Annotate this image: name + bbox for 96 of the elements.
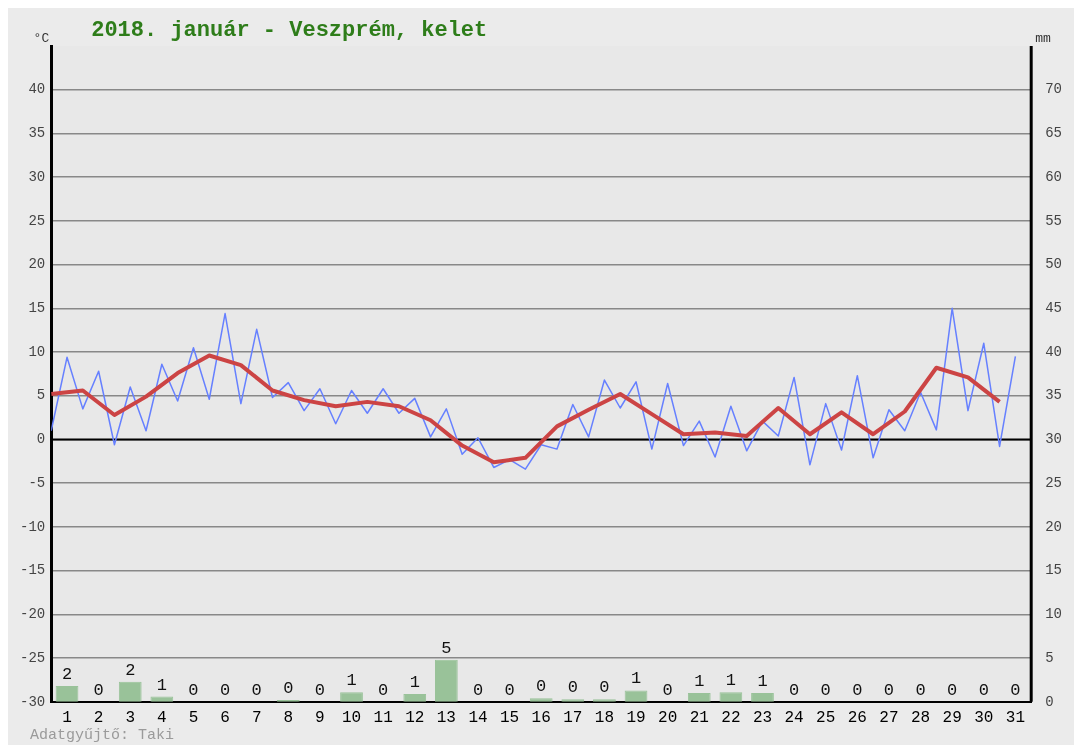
- y2-tick-label: 20: [1045, 518, 1063, 535]
- data-label: 2: [125, 660, 136, 680]
- x-tick-label: 16: [531, 708, 551, 727]
- y2-tick-label: 25: [1045, 474, 1063, 491]
- x-tick-label: 28: [910, 708, 931, 727]
- data-label: 0: [789, 680, 800, 700]
- y-tick-label: 5: [36, 387, 46, 404]
- y2-tick-label: 30: [1045, 431, 1063, 448]
- y-tick-label: -5: [28, 474, 46, 491]
- y-tick-label: -25: [19, 649, 46, 666]
- y-tick-label: 25: [28, 212, 46, 229]
- x-tick-label: 20: [658, 708, 678, 727]
- y2-tick-label: 50: [1045, 256, 1063, 273]
- data-label: 0: [599, 678, 610, 698]
- y-tick-label: 0: [36, 431, 46, 448]
- x-tick-label: 31: [1005, 708, 1025, 727]
- x-tick-label: 7: [251, 708, 262, 727]
- data-label: 0: [567, 678, 578, 698]
- x-tick-label: 29: [942, 708, 962, 727]
- x-tick-label: 6: [220, 708, 230, 727]
- x-tick-label: 25: [816, 708, 836, 727]
- x-tick-label: 19: [626, 708, 646, 727]
- x-tick-label: 14: [468, 708, 488, 727]
- y2-tick-label: 70: [1045, 81, 1063, 98]
- data-label: 0: [219, 680, 231, 700]
- y2-tick-label: 0: [1045, 693, 1054, 710]
- data-label: 0: [93, 680, 104, 700]
- data-label: 0: [283, 679, 294, 699]
- data-label: 0: [883, 680, 895, 700]
- y-tick-label: -10: [19, 518, 46, 535]
- data-label: 1: [725, 671, 736, 691]
- y-tick-label: -15: [19, 562, 46, 579]
- x-tick-label: 26: [847, 708, 867, 727]
- x-tick-label: 1: [62, 708, 72, 727]
- data-label: 1: [346, 671, 357, 691]
- y-tick-label: 15: [28, 300, 46, 317]
- y2-tick-label: 60: [1045, 168, 1063, 185]
- x-tick-label: 4: [157, 708, 167, 727]
- y-tick-label: -30: [19, 693, 46, 710]
- x-tick-label: 11: [373, 708, 393, 727]
- x-tick-label: 27: [879, 708, 899, 727]
- data-label: 2: [61, 665, 73, 685]
- y-tick-label: -20: [19, 606, 46, 623]
- data-label: 1: [409, 672, 420, 692]
- chart-title: 2018. január - Veszprém, kelet: [91, 18, 488, 43]
- y2-tick-label: 45: [1045, 300, 1063, 317]
- x-tick-label: 21: [689, 708, 709, 727]
- data-label: 0: [820, 680, 831, 700]
- x-tick-label: 2: [93, 708, 104, 727]
- x-tick-label: 22: [721, 708, 741, 727]
- text: Adatgyűjtő: Taki: [30, 727, 175, 745]
- y-axis-title: °C: [33, 30, 50, 46]
- data-label: 0: [314, 680, 326, 700]
- data-label: 0: [251, 680, 262, 700]
- x-tick-label: 12: [405, 708, 425, 727]
- y2-tick-label: 15: [1045, 562, 1063, 579]
- y-tick-label: 10: [28, 343, 46, 360]
- data-label: 0: [1010, 680, 1021, 700]
- data-label: 0: [978, 680, 989, 700]
- data-label: 1: [156, 675, 167, 695]
- data-label: 0: [536, 677, 547, 697]
- y2-tick-label: 35: [1045, 387, 1063, 404]
- y2-tick-label: 10: [1045, 606, 1063, 623]
- y-tick-label: 35: [28, 125, 46, 142]
- x-tick-label: 15: [499, 708, 520, 727]
- x-tick-label: 5: [188, 708, 199, 727]
- x-tick-label: 17: [563, 708, 583, 727]
- y2-axis-title: mm: [1035, 30, 1051, 46]
- data-label: 5: [441, 638, 452, 658]
- y2-tick-label: 5: [1045, 649, 1054, 666]
- y2-tick-label: 55: [1045, 212, 1063, 229]
- x-tick-label: 23: [752, 708, 773, 727]
- x-tick-label: 24: [784, 708, 804, 727]
- y-tick-label: 30: [28, 168, 46, 185]
- data-label: 1: [757, 672, 768, 692]
- data-label: 0: [947, 680, 958, 700]
- data-label: 1: [630, 669, 642, 689]
- x-tick-label: 13: [436, 708, 456, 727]
- data-label: 1: [694, 672, 705, 692]
- x-tick-label: 18: [594, 708, 615, 727]
- x-tick-label: 10: [341, 708, 362, 727]
- data-label: 0: [915, 680, 926, 700]
- y2-tick-label: 40: [1045, 343, 1063, 360]
- y-tick-label: 40: [28, 81, 46, 98]
- data-label: 0: [662, 680, 673, 700]
- x-tick-label: 3: [125, 708, 136, 727]
- x-tick-label: 9: [315, 708, 325, 727]
- data-label: 0: [472, 680, 484, 700]
- y-tick-label: 20: [28, 256, 46, 273]
- data-label: 0: [188, 680, 199, 700]
- data-label: 0: [378, 680, 389, 700]
- data-label: 0: [504, 680, 515, 700]
- y2-tick-label: 65: [1045, 125, 1063, 142]
- x-tick-label: 30: [974, 708, 994, 727]
- x-tick-label: 8: [283, 708, 294, 727]
- data-label: 0: [852, 680, 863, 700]
